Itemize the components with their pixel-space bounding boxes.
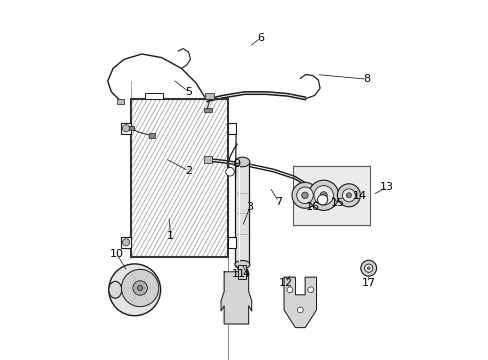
Circle shape <box>346 193 351 198</box>
Text: 1: 1 <box>167 231 174 241</box>
Text: 6: 6 <box>257 33 264 43</box>
Text: 2: 2 <box>185 166 192 176</box>
Text: 15: 15 <box>330 198 345 208</box>
Bar <box>117 99 123 104</box>
Circle shape <box>108 264 160 316</box>
Ellipse shape <box>108 282 122 298</box>
Bar <box>149 133 155 138</box>
Circle shape <box>122 125 129 132</box>
Circle shape <box>286 287 292 293</box>
Bar <box>128 126 134 130</box>
Circle shape <box>297 307 303 313</box>
Circle shape <box>308 180 338 210</box>
Bar <box>292 166 370 225</box>
Bar <box>131 99 228 257</box>
Circle shape <box>301 192 307 198</box>
Text: 10: 10 <box>109 249 123 259</box>
Bar <box>235 162 249 265</box>
Circle shape <box>225 167 234 176</box>
Text: 11: 11 <box>232 269 245 279</box>
Circle shape <box>364 264 372 272</box>
Bar <box>228 123 236 134</box>
Circle shape <box>313 186 333 205</box>
Text: 12: 12 <box>278 278 292 288</box>
Circle shape <box>137 285 142 291</box>
Text: 8: 8 <box>363 74 370 84</box>
Text: 4: 4 <box>242 269 249 279</box>
Polygon shape <box>221 272 251 324</box>
Bar <box>121 237 131 248</box>
Text: 7: 7 <box>275 197 282 207</box>
Bar <box>131 99 228 257</box>
Ellipse shape <box>234 261 249 269</box>
Bar <box>145 93 163 99</box>
Bar <box>203 156 211 163</box>
Circle shape <box>122 239 129 246</box>
Circle shape <box>360 260 376 276</box>
Bar <box>121 123 131 134</box>
Text: 9: 9 <box>233 159 241 169</box>
Bar <box>204 93 213 99</box>
Bar <box>228 237 236 248</box>
Polygon shape <box>284 277 316 328</box>
Circle shape <box>337 184 360 207</box>
Text: 17: 17 <box>361 278 375 288</box>
Circle shape <box>320 192 326 199</box>
Ellipse shape <box>234 157 249 167</box>
Circle shape <box>291 182 317 208</box>
Text: 3: 3 <box>246 202 253 212</box>
Text: 5: 5 <box>185 87 192 97</box>
Circle shape <box>342 189 355 202</box>
Bar <box>204 108 212 112</box>
Circle shape <box>296 187 313 203</box>
Circle shape <box>366 267 369 270</box>
Text: 13: 13 <box>379 182 393 192</box>
Circle shape <box>121 269 159 307</box>
Circle shape <box>317 195 327 205</box>
Bar <box>238 265 246 279</box>
Text: 14: 14 <box>352 191 366 201</box>
Circle shape <box>133 281 147 295</box>
Text: 16: 16 <box>305 202 319 212</box>
Circle shape <box>307 287 313 293</box>
